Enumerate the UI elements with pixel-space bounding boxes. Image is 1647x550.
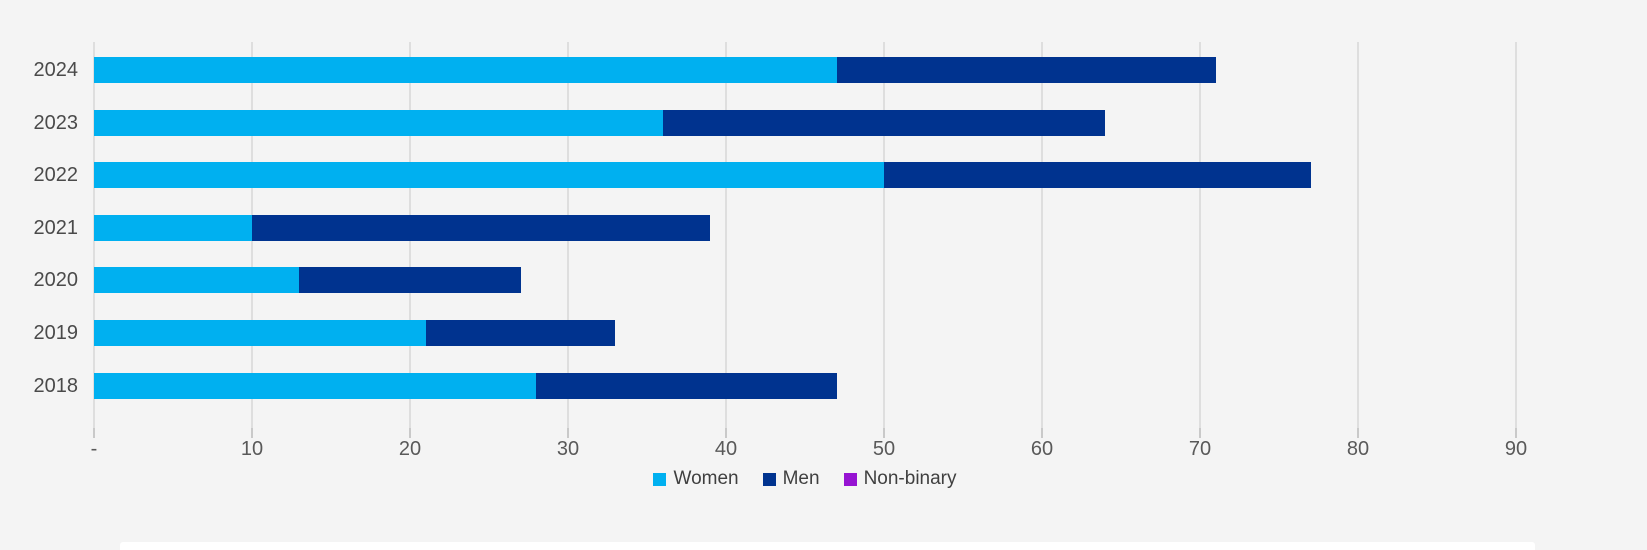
bar-row-2022 (94, 162, 1311, 189)
y-axis-label-2018: 2018 (33, 374, 79, 397)
legend-item-non-binary[interactable]: Non-binary (843, 468, 957, 490)
gridline-x-80 (1357, 42, 1359, 428)
gridline-x-70 (1199, 42, 1201, 428)
bar-segment-women-2019[interactable] (94, 320, 426, 346)
y-axis-label-2019: 2019 (33, 322, 79, 344)
legend: Women Men Non-binary (0, 468, 1610, 490)
axis-tick-x-10 (251, 428, 253, 438)
bar-row-2023 (94, 109, 1106, 136)
y-axis-label-2024: 2024 (33, 59, 79, 81)
y-axis-label-2023: 2023 (33, 111, 79, 134)
axis-tick-x-70 (1199, 428, 1201, 438)
y-axis-label-2021: 2021 (33, 216, 79, 239)
y-axis-label-2020: 2020 (33, 269, 79, 292)
x-axis-label-60: 60 (1030, 438, 1054, 460)
x-axis-label-20: 20 (398, 438, 422, 460)
legend-swatch-men-icon (762, 472, 776, 486)
x-axis-label-30: 30 (556, 438, 580, 460)
axis-tick-x-60 (1041, 428, 1043, 438)
gridline-x-40 (725, 42, 727, 428)
axis-tick-x-20 (409, 428, 411, 438)
bar-segment-women-2022[interactable] (94, 162, 884, 189)
bar-segment-women-2018[interactable] (94, 372, 537, 399)
bar-row-2020 (94, 267, 521, 294)
x-axis-label-80: 80 (1346, 438, 1370, 460)
axis-tick-x-30 (567, 428, 569, 438)
bar-row-2024 (94, 57, 1216, 83)
bar-segment-men-2019[interactable] (425, 320, 616, 346)
x-axis-label-50: 50 (872, 438, 896, 460)
gridline-x-60 (1041, 42, 1043, 428)
legend-label-men: Men (782, 468, 820, 489)
bar-row-2018 (94, 372, 837, 399)
axis-tick-x-40 (725, 428, 727, 438)
axis-tick-x-80 (1357, 428, 1359, 438)
x-axis-label-70: 70 (1188, 438, 1212, 460)
legend-label-non-binary: Non-binary (863, 468, 957, 489)
bar-row-2021 (94, 214, 711, 241)
bar-segment-men-2018[interactable] (536, 372, 837, 399)
axis-tick-x-0 (93, 428, 95, 438)
gridline-x-90 (1515, 42, 1517, 428)
x-axis-label-40: 40 (714, 438, 738, 460)
bottom-panel-edge (120, 542, 1535, 550)
legend-swatch-non-binary-icon (843, 472, 857, 486)
x-axis-label-0: - (90, 438, 98, 460)
bar-segment-men-2022[interactable] (884, 162, 1311, 189)
axis-tick-x-50 (883, 428, 885, 438)
x-axis-label-90: 90 (1504, 438, 1528, 460)
gridline-x-50 (883, 42, 885, 428)
bar-segment-men-2024[interactable] (836, 57, 1216, 83)
bar-segment-women-2023[interactable] (94, 109, 663, 136)
legend-swatch-women-icon (653, 472, 667, 486)
bar-segment-men-2021[interactable] (252, 214, 711, 241)
y-axis-label-2022: 2022 (33, 164, 79, 187)
axis-tick-x-90 (1515, 428, 1517, 438)
x-axis-label-10: 10 (240, 438, 264, 460)
bar-row-2019 (94, 320, 616, 346)
legend-label-women: Women (673, 468, 739, 489)
legend-item-women[interactable]: Women (653, 468, 739, 490)
bar-segment-women-2020[interactable] (94, 267, 300, 294)
legend-item-men[interactable]: Men (762, 468, 820, 490)
bar-segment-women-2021[interactable] (94, 214, 252, 241)
bar-segment-men-2023[interactable] (662, 109, 1106, 136)
bar-segment-women-2024[interactable] (94, 57, 837, 83)
bar-segment-men-2020[interactable] (299, 267, 521, 294)
